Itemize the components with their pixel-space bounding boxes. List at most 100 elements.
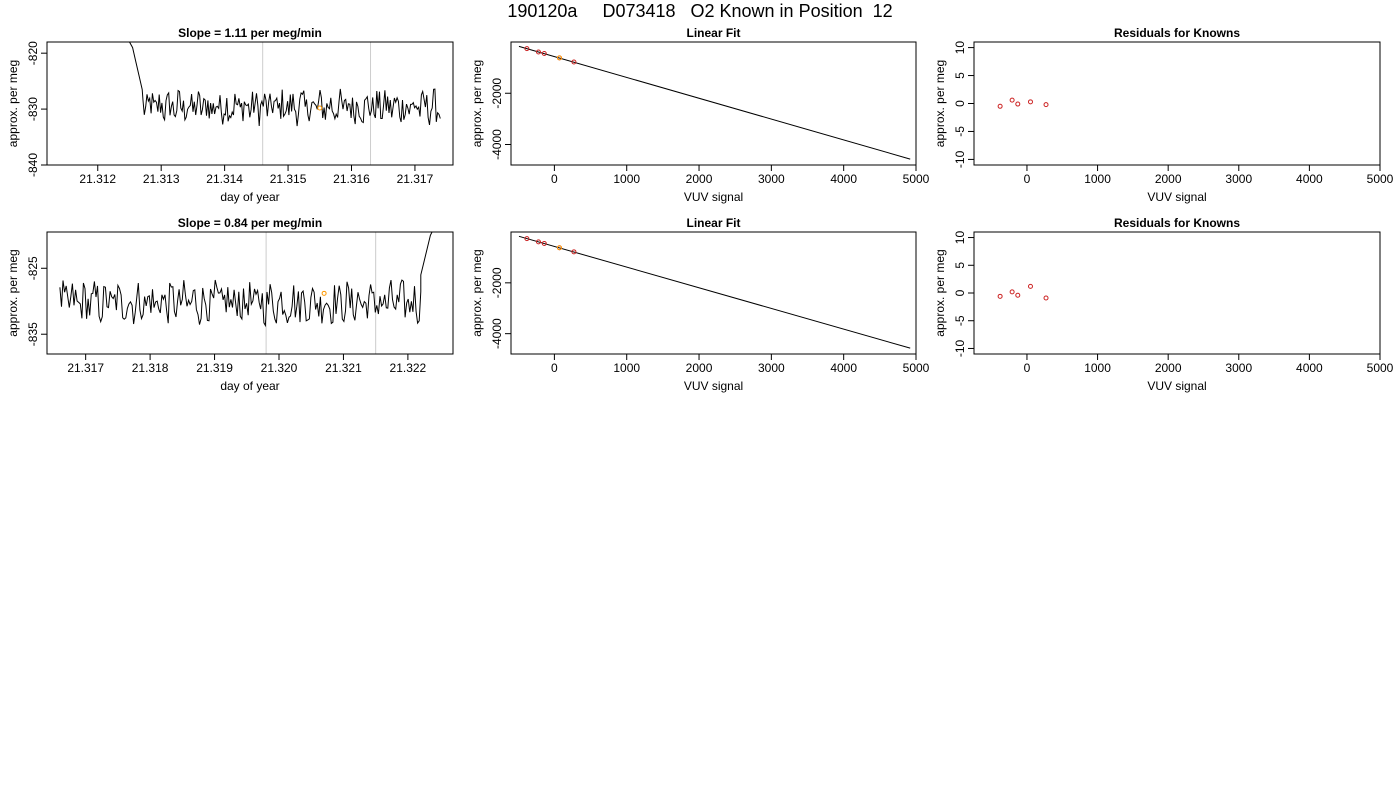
panel-title: Slope = 0.84 per meg/min <box>178 216 322 230</box>
data-point <box>1043 102 1049 108</box>
plot-frame <box>973 41 1381 166</box>
x-tick-label: 21.314 <box>206 172 243 186</box>
y-tick-label: 0 <box>953 289 967 296</box>
x-tick-label: 21.320 <box>261 361 298 375</box>
x-axis-label: VUV signal <box>1147 379 1206 393</box>
y-tick-label: 5 <box>953 72 967 79</box>
panel-resid-2: Residuals for Knowns VUV signal approx. pe… <box>933 216 1394 393</box>
x-axis-label: VUV signal <box>684 190 743 204</box>
y-tick-label: 5 <box>953 262 967 269</box>
y-tick-label: -10 <box>953 150 967 168</box>
panel-title: Linear Fit <box>686 216 740 230</box>
x-tick-label: 4000 <box>1296 361 1323 375</box>
x-tick-label: 2000 <box>1155 361 1182 375</box>
y-axis-label: approx. per meg <box>470 60 484 147</box>
panel-fit-2: Linear Fit VUV signal approx. per meg 0 1000… <box>470 216 930 393</box>
y-tick-label: 10 <box>953 231 967 245</box>
data-point <box>524 46 530 52</box>
y-axis-label: approx. per meg <box>6 249 20 336</box>
panel-title: Residuals for Knowns <box>1114 216 1240 230</box>
highlight-point <box>321 290 327 296</box>
plot-area <box>59 232 433 354</box>
figure-title: 190120a D073418 O2 Known in Position 12 <box>507 1 893 21</box>
y-tick-label: -10 <box>953 339 967 357</box>
data-point <box>1027 99 1033 105</box>
x-tick-label: 2000 <box>1155 172 1182 186</box>
y-tick-label: -840 <box>26 153 40 177</box>
fit-line <box>518 235 911 349</box>
y-tick-label: -825 <box>26 256 40 280</box>
plot-frame <box>973 231 1381 355</box>
plot-area <box>518 45 911 160</box>
x-tick-label: 21.322 <box>390 361 427 375</box>
plot-frame <box>510 41 917 166</box>
x-tick-label: 4000 <box>830 172 857 186</box>
data-point <box>1015 101 1021 107</box>
y-tick-label: -820 <box>26 41 40 65</box>
x-tick-label: 5000 <box>1367 172 1394 186</box>
panel-title: Residuals for Knowns <box>1114 26 1240 40</box>
plot-area <box>997 283 1049 301</box>
y-tick-label: -2000 <box>490 267 504 298</box>
x-tick-label: 21.313 <box>143 172 180 186</box>
y-axis-label: approx. per meg <box>933 60 947 147</box>
highlight-point <box>556 55 562 61</box>
x-tick-label: 1000 <box>1084 361 1111 375</box>
highlight-point <box>556 245 562 251</box>
plot-frame <box>46 41 454 166</box>
y-tick-label: -2000 <box>490 78 504 109</box>
data-point <box>541 240 547 246</box>
x-tick-label: 2000 <box>686 361 713 375</box>
y-tick-label: -4000 <box>490 129 504 160</box>
x-tick-label: 3000 <box>1225 172 1252 186</box>
panel-fit-1: Linear Fit VUV signal approx. per meg 0 1000… <box>470 26 930 204</box>
x-axis-label: day of year <box>220 190 279 204</box>
y-axis-label: approx. per meg <box>470 249 484 336</box>
data-point <box>541 51 547 57</box>
highlight-point <box>317 105 323 111</box>
data-point <box>1015 292 1021 298</box>
x-tick-label: 1000 <box>613 172 640 186</box>
data-point <box>1043 295 1049 301</box>
y-tick-label: -5 <box>953 315 967 326</box>
y-tick-label: -4000 <box>490 318 504 349</box>
data-point <box>524 236 530 242</box>
panel-trace-2: Slope = 0.84 per meg/min day of year appro… <box>6 216 454 393</box>
data-point <box>1027 283 1033 289</box>
panel-trace-1: Slope = 1.11 per meg/min day of year appro… <box>6 26 454 204</box>
plot-area <box>518 235 911 349</box>
x-tick-label: 0 <box>551 172 558 186</box>
trace-line <box>129 42 441 127</box>
x-tick-label: 21.319 <box>196 361 233 375</box>
x-tick-label: 5000 <box>903 361 930 375</box>
y-tick-label: -835 <box>26 322 40 346</box>
x-axis-label: VUV signal <box>684 379 743 393</box>
fit-line <box>518 45 911 160</box>
panel-title: Slope = 1.11 per meg/min <box>178 26 322 40</box>
panel-title: Linear Fit <box>686 26 740 40</box>
x-axis-label: day of year <box>220 379 279 393</box>
data-point <box>535 49 541 55</box>
x-tick-label: 2000 <box>686 172 713 186</box>
x-tick-label: 21.317 <box>397 172 434 186</box>
x-tick-label: 21.321 <box>325 361 362 375</box>
y-tick-label: -5 <box>953 126 967 137</box>
data-point <box>1009 97 1015 103</box>
x-tick-label: 0 <box>1024 361 1031 375</box>
x-axis-label: VUV signal <box>1147 190 1206 204</box>
data-point <box>997 293 1003 299</box>
x-tick-label: 0 <box>551 361 558 375</box>
data-point <box>1009 289 1015 295</box>
x-tick-label: 21.317 <box>67 361 104 375</box>
x-tick-label: 3000 <box>758 361 785 375</box>
data-point <box>571 249 577 255</box>
data-point <box>535 239 541 245</box>
data-point <box>997 103 1003 109</box>
data-point <box>571 59 577 65</box>
x-tick-label: 21.315 <box>270 172 307 186</box>
y-tick-label: 10 <box>953 41 967 55</box>
panel-resid-1: Residuals for Knowns VUV signal approx. pe… <box>933 26 1394 204</box>
plot-area <box>997 97 1049 109</box>
